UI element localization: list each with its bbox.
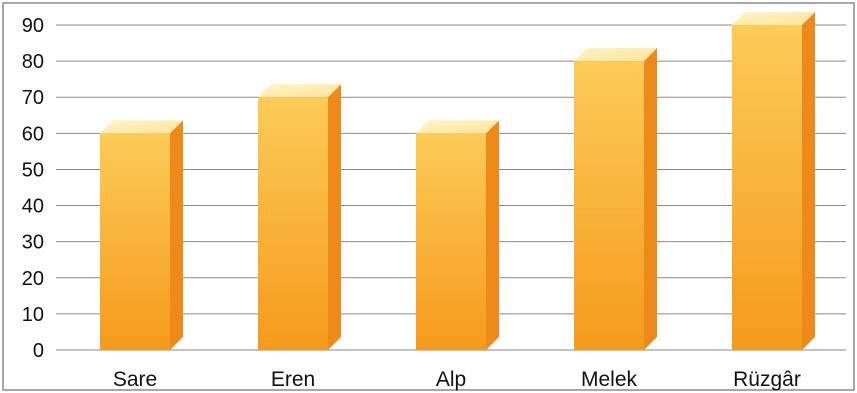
bar xyxy=(574,48,657,350)
y-tick-label: 50 xyxy=(22,159,44,181)
bar-front xyxy=(100,133,170,350)
y-tick-label: 60 xyxy=(22,123,44,145)
y-tick-label: 40 xyxy=(22,196,44,218)
y-tick-label: 80 xyxy=(22,51,44,73)
x-tick-label: Sare xyxy=(113,368,157,391)
x-tick-label: Alp xyxy=(436,368,466,391)
x-tick-label: Eren xyxy=(271,368,315,391)
bar-top xyxy=(732,12,815,25)
bar-top xyxy=(258,84,341,98)
bar xyxy=(732,12,815,350)
bar-top xyxy=(416,120,499,134)
bar-side xyxy=(328,84,341,350)
x-tick-label: Rüzgâr xyxy=(733,368,801,391)
bar-front xyxy=(416,133,486,350)
y-tick-label: 90 xyxy=(22,15,44,37)
bar-top xyxy=(100,120,183,134)
bar-side xyxy=(170,120,183,350)
bar-side xyxy=(802,12,815,350)
x-axis: Sare Eren Alp Melek Rüzgâr xyxy=(113,368,801,391)
bar-front xyxy=(732,25,802,350)
bar-front xyxy=(574,61,644,350)
bar-front xyxy=(258,97,328,350)
bar-side xyxy=(486,120,499,350)
y-tick-label: 0 xyxy=(33,340,44,362)
bar xyxy=(258,84,341,350)
y-tick-label: 30 xyxy=(22,232,44,254)
bar-layer xyxy=(100,12,815,350)
x-tick-label: Melek xyxy=(581,368,638,391)
bar-side xyxy=(644,48,657,350)
y-tick-label: 20 xyxy=(22,268,44,290)
bar xyxy=(416,120,499,350)
y-axis: 0 10 20 30 40 50 60 70 80 90 xyxy=(22,15,44,362)
y-tick-label: 70 xyxy=(22,87,44,109)
bar xyxy=(100,120,183,350)
bar-top xyxy=(574,48,657,62)
y-tick-label: 10 xyxy=(22,304,44,326)
